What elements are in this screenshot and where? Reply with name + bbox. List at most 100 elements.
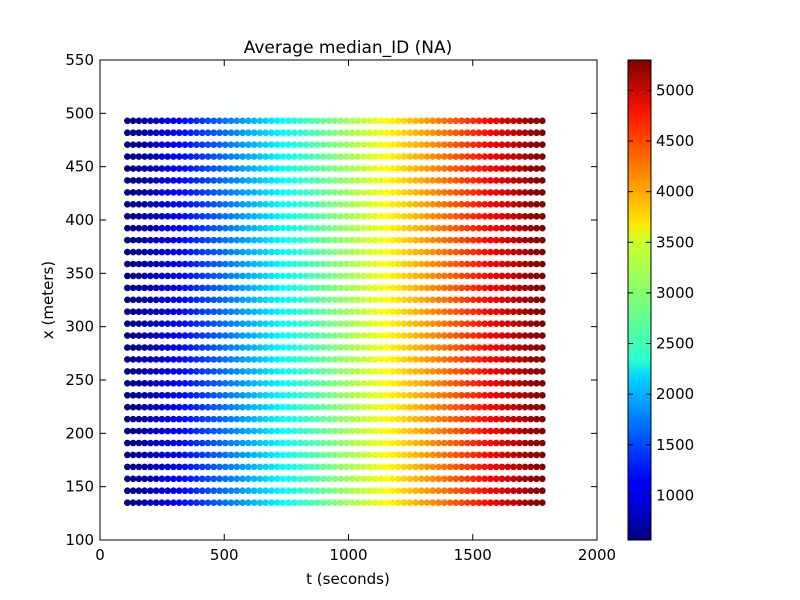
- scatter-point: [487, 439, 494, 447]
- scatter-point: [198, 356, 206, 363]
- scatter-point: [412, 320, 419, 327]
- scatter-point: [435, 141, 442, 148]
- scatter-point: [348, 463, 356, 471]
- scatter-point: [152, 117, 160, 125]
- scatter-point: [492, 117, 500, 125]
- scatter-point: [515, 451, 523, 459]
- scatter-point: [510, 284, 517, 292]
- scatter-point: [406, 403, 414, 411]
- scatter-point: [147, 451, 154, 459]
- scatter-point: [135, 189, 143, 196]
- scatter-point: [394, 177, 402, 184]
- scatter-point: [129, 201, 137, 208]
- scatter-point: [198, 403, 206, 411]
- scatter-point: [291, 487, 298, 495]
- scatter-point: [273, 332, 281, 339]
- scatter-point: [394, 165, 402, 172]
- scatter-point: [273, 463, 281, 471]
- scatter-point: [308, 224, 316, 232]
- scatter-point: [400, 284, 408, 292]
- scatter-point: [441, 451, 448, 459]
- scatter-point: [222, 165, 229, 172]
- scatter-point: [170, 332, 177, 339]
- scatter-point: [475, 224, 483, 232]
- scatter-point: [492, 153, 500, 160]
- scatter-point: [204, 439, 212, 447]
- scatter-point: [377, 415, 385, 423]
- scatter-point: [250, 344, 258, 351]
- scatter-point: [187, 296, 195, 304]
- scatter-point: [446, 260, 454, 268]
- scatter-point: [521, 391, 529, 399]
- scatter-point: [492, 439, 500, 447]
- scatter-point: [285, 332, 293, 339]
- scatter-point: [452, 177, 460, 184]
- scatter-point: [377, 320, 385, 327]
- scatter-point: [504, 308, 512, 316]
- scatter-point: [383, 344, 391, 351]
- scatter-point: [175, 141, 183, 148]
- scatter-point: [504, 332, 512, 339]
- scatter-point: [285, 403, 293, 411]
- scatter-point: [325, 451, 333, 459]
- scatter-point: [193, 439, 200, 447]
- scatter-point: [245, 320, 252, 327]
- scatter-point: [475, 212, 483, 220]
- scatter-point: [210, 272, 218, 280]
- scatter-point: [464, 284, 471, 292]
- scatter-point: [331, 165, 339, 172]
- scatter-point: [210, 260, 218, 268]
- scatter-point: [135, 439, 143, 447]
- scatter-point: [314, 284, 321, 292]
- scatter-point: [412, 260, 419, 268]
- scatter-point: [222, 284, 229, 292]
- scatter-point: [273, 308, 281, 316]
- scatter-point: [250, 320, 258, 327]
- scatter-point: [158, 248, 166, 256]
- scatter-point: [227, 236, 235, 244]
- scatter-point: [262, 212, 269, 220]
- scatter-point: [129, 177, 137, 184]
- scatter-point: [498, 308, 506, 316]
- scatter-point: [383, 236, 391, 244]
- scatter-point: [204, 344, 212, 351]
- scatter-point: [458, 499, 465, 506]
- scatter-point: [371, 391, 379, 399]
- scatter-point: [181, 236, 189, 244]
- scatter-point: [187, 236, 195, 244]
- scatter-point: [343, 189, 350, 196]
- scatter-point: [198, 117, 206, 125]
- scatter-point: [164, 212, 171, 220]
- scatter-point: [262, 153, 269, 160]
- scatter-points: [124, 117, 546, 506]
- scatter-point: [510, 248, 517, 256]
- scatter-point: [245, 165, 252, 172]
- scatter-point: [429, 165, 437, 172]
- scatter-point: [394, 129, 402, 137]
- scatter-point: [371, 380, 379, 387]
- scatter-point: [337, 308, 344, 316]
- scatter-point: [348, 427, 356, 435]
- scatter-point: [458, 224, 465, 232]
- scatter-point: [429, 332, 437, 339]
- scatter-point: [302, 165, 310, 172]
- scatter-point: [250, 439, 258, 447]
- scatter-point: [510, 391, 517, 399]
- scatter-point: [129, 320, 137, 327]
- scatter-point: [158, 368, 166, 375]
- scatter-point: [527, 224, 535, 232]
- scatter-point: [377, 499, 385, 506]
- scatter-point: [268, 201, 275, 208]
- scatter-point: [181, 224, 189, 232]
- scatter-point: [446, 189, 454, 196]
- scatter-point: [348, 129, 356, 137]
- scatter-point: [389, 415, 396, 423]
- chart-title: Average median_ID (NA): [244, 38, 453, 58]
- scatter-point: [533, 260, 540, 268]
- scatter-point: [343, 177, 350, 184]
- scatter-point: [527, 189, 535, 196]
- scatter-point: [417, 356, 425, 363]
- scatter-point: [273, 129, 281, 137]
- scatter-point: [423, 117, 431, 125]
- scatter-point: [539, 499, 546, 506]
